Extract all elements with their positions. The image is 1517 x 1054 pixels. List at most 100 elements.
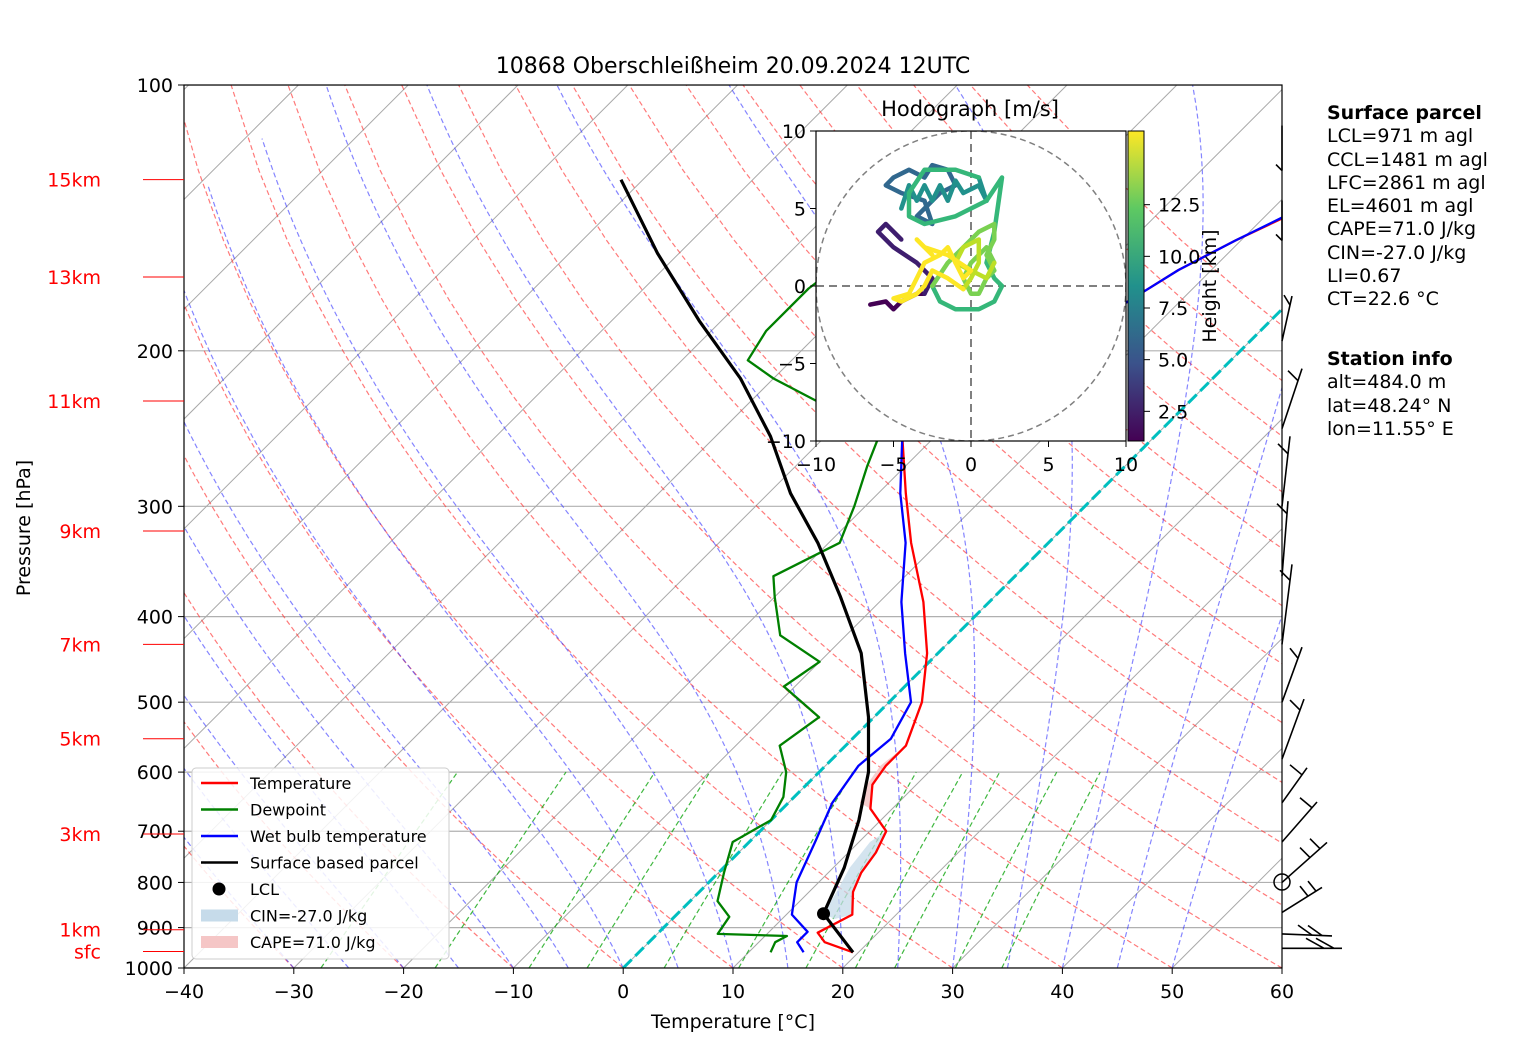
hodograph-y-tick-label: 5 xyxy=(794,199,806,221)
wind-barb-staff xyxy=(1281,933,1333,937)
hodograph-segment xyxy=(953,237,997,292)
colorbar-ticks: 2.5 5.0 7.5 10.0 12.5 xyxy=(1144,195,1200,423)
isotherm-line xyxy=(1062,747,1282,968)
x-tick-label: 50 xyxy=(1160,981,1184,1003)
wind-barbs xyxy=(1273,125,1342,950)
surface-parcel-panel: Surface parcel LCL=971 m agl CCL=1481 m … xyxy=(1327,102,1488,312)
colorbar-tick-label: 12.5 xyxy=(1158,195,1200,217)
mixing-ratio-line xyxy=(586,771,711,968)
dry-adiabat-line xyxy=(458,85,1282,906)
legend-label: Wet bulb temperature xyxy=(250,827,427,846)
dewpoint-line xyxy=(716,160,1019,953)
hodograph-background xyxy=(816,131,1126,441)
wind-barb-flag xyxy=(1299,885,1309,897)
colorbar-tick-label: 7.5 xyxy=(1158,298,1188,320)
sounding-profiles xyxy=(619,160,1282,954)
colorbar-tick-label: 2.5 xyxy=(1158,401,1188,423)
legend-label: Dewpoint xyxy=(250,801,326,820)
wind-barb-flag xyxy=(1307,924,1323,937)
y-tick-label: 800 xyxy=(137,872,173,894)
mixing-ratio-line xyxy=(854,771,964,968)
legend-label: Temperature xyxy=(249,774,351,793)
wind-barb-flag xyxy=(1289,764,1303,776)
x-tick-label: 30 xyxy=(941,981,965,1003)
wet-bulb-line xyxy=(790,216,1282,953)
x-tick-label: 10 xyxy=(721,981,745,1003)
colorbar-tick-label: 10.0 xyxy=(1158,246,1200,268)
isotherm-line xyxy=(842,528,1282,968)
moist-adiabat-line xyxy=(325,85,789,968)
parcel-line xyxy=(619,178,871,954)
hodograph-axes: −10−10 −5 −5 0 0 5 5 10 10 xyxy=(766,121,1138,476)
x-tick-label: −40 xyxy=(164,981,204,1003)
hodograph-segment xyxy=(899,175,989,211)
x-tick-label: 20 xyxy=(831,981,855,1003)
hodograph-y-tick-label: −5 xyxy=(778,354,806,376)
station-info-alt: alt=484.0 m xyxy=(1327,371,1447,394)
height-label: 7km xyxy=(59,634,101,656)
legend-swatch xyxy=(212,882,226,896)
mixing-ratio-line xyxy=(894,771,1001,968)
dry-adiabat-line xyxy=(230,85,953,968)
legend-label: LCL xyxy=(250,880,279,899)
hodograph-y-tick-label: 10 xyxy=(782,121,806,143)
wind-barb-flag xyxy=(1277,443,1289,455)
surface-parcel-ccl: CCL=1481 m agl xyxy=(1327,148,1488,171)
moist-adiabat-line xyxy=(426,85,844,968)
lcl-marker xyxy=(817,907,831,921)
y-tick-label: 700 xyxy=(137,821,173,843)
dry-adiabat-line xyxy=(184,302,734,968)
height-label: 1km xyxy=(59,920,101,942)
isotherm-line xyxy=(184,85,738,640)
hodograph-x-tick-label: 5 xyxy=(1042,454,1054,476)
legend-swatch xyxy=(201,936,238,948)
legend: Temperature Dewpoint Wet bulb temperature S… xyxy=(191,767,450,960)
x-axis-label: Temperature [°C] xyxy=(650,1011,815,1033)
y-tick-label: 300 xyxy=(137,496,173,518)
station-info-heading: Station info xyxy=(1327,348,1453,370)
moist-adiabat-line xyxy=(1116,385,1282,968)
wind-barb-staff xyxy=(1281,801,1318,843)
moist-adiabat-line xyxy=(556,85,902,968)
surface-parcel-lfc: LFC=2861 m agl xyxy=(1327,171,1486,194)
x-tick-label: 60 xyxy=(1270,981,1294,1003)
station-info-panel: Station info alt=484.0 m lat=48.24° N lo… xyxy=(1327,348,1454,441)
legend-label: CAPE=71.0 J/kg xyxy=(250,933,376,952)
colorbar-label: Height [km] xyxy=(1199,229,1221,342)
surface-parcel-lcl: LCL=971 m agl xyxy=(1327,125,1474,148)
legend-box xyxy=(191,767,450,960)
colorbar-tick-label: 5.0 xyxy=(1158,350,1188,372)
legend-label: Surface based parcel xyxy=(250,854,419,873)
x-tick-label: 40 xyxy=(1050,981,1074,1003)
hodograph-x-tick-label: −10 xyxy=(796,454,836,476)
surface-parcel-li: LI=0.67 xyxy=(1327,265,1402,288)
mixing-ratio-line xyxy=(954,771,1058,968)
surface-parcel-ct: CT=22.6 °C xyxy=(1327,288,1439,311)
wind-barb-staff xyxy=(1281,767,1308,804)
hodograph-y-tick-label: 0 xyxy=(794,276,806,298)
wind-barb-flag xyxy=(1275,233,1283,242)
wind-barb-staff xyxy=(1281,564,1293,645)
x-tick-label: −10 xyxy=(493,981,533,1003)
moist-adiabat-line xyxy=(1061,85,1204,968)
hodograph-y-tick-label: −10 xyxy=(766,431,806,453)
moist-adiabat-line xyxy=(1171,613,1282,968)
wind-barb-staff xyxy=(1281,698,1305,760)
y-tick-label: 200 xyxy=(137,341,173,363)
wind-barb-staff xyxy=(1281,841,1328,884)
calm-wind-marker xyxy=(1273,873,1291,891)
isotherm-line xyxy=(184,85,848,750)
wind-barb-staff xyxy=(1281,646,1303,703)
dry-adiabat-line xyxy=(184,117,844,968)
dry-adiabat-line xyxy=(287,85,1063,968)
axes: −40 −30 −20 −10 0 10 20 30 40 50 60100200300400500… xyxy=(125,75,1294,1003)
hodograph-x-tick-label: 0 xyxy=(965,454,977,476)
hodograph-segment xyxy=(891,237,974,304)
legend-swatch xyxy=(201,909,238,922)
wind-barb-flag xyxy=(1276,503,1288,515)
isotherm-line xyxy=(513,198,1282,968)
wind-barb-staff xyxy=(1281,295,1293,342)
height-label: 13km xyxy=(47,267,101,289)
